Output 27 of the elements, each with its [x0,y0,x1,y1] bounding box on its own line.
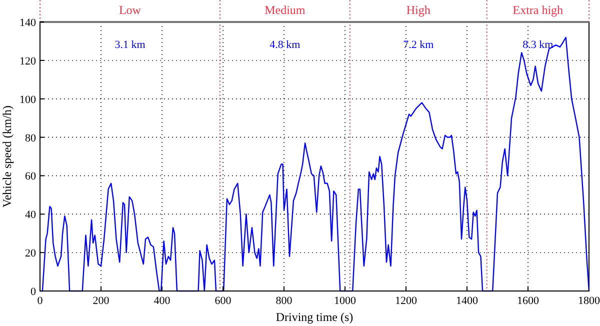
y-tick-label: 100 [20,94,36,106]
y-axis-title: Vehicle speed (km/h) [0,106,14,208]
y-tick-label: 80 [25,132,36,144]
x-axis-title: Driving time (s) [276,310,354,324]
x-tick-label: 1800 [578,295,600,307]
annotation: 8.3 km [522,39,554,51]
y-tick-label: 40 [25,209,36,222]
x-tick-label: 1000 [334,295,356,307]
text: Low [118,3,142,17]
y-tick-label: 20 [25,248,36,260]
annotation: 4.8 km [270,39,301,51]
x-tick-label: 400 [154,295,171,307]
y-tick-label: 140 [20,17,36,29]
x-tick-label: 1600 [517,295,540,307]
text: High [406,3,430,17]
x-tick-label: 200 [92,295,110,307]
annotation: 3.1 km [114,39,146,51]
x-tick-label: 600 [214,295,232,307]
text: Extra high [512,3,564,17]
x-tick-label: 800 [276,295,293,307]
y-tick-label: 60 [25,170,36,183]
x-tick-label: 1400 [456,295,478,307]
x-tick-label: 1200 [395,295,418,307]
text: Medium [264,3,306,17]
y-tick-label: 120 [20,55,36,68]
annotation: 7.2 km [403,39,434,51]
y-tick-label: 0 [30,286,36,298]
